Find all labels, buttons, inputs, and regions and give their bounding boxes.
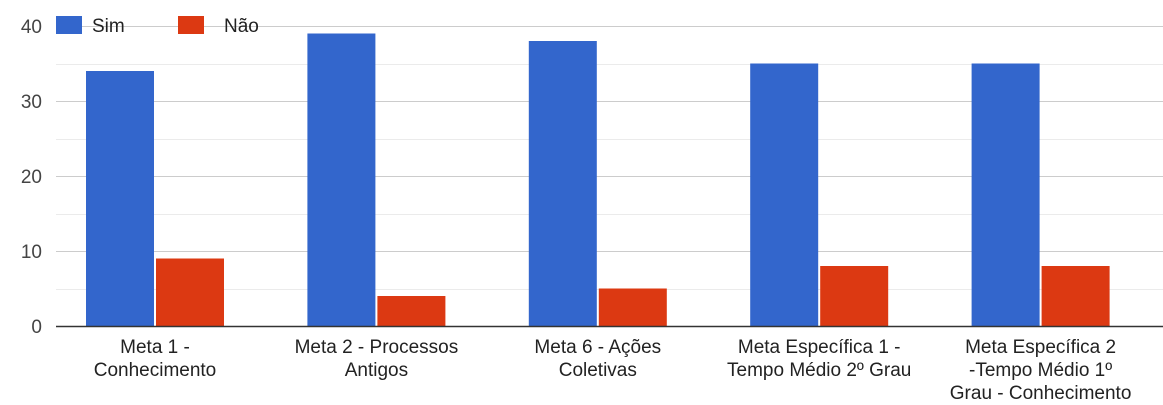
bar-sim-5 [971, 63, 1040, 326]
legend-swatch-n-o [178, 16, 204, 34]
bar-sim-1 [86, 71, 154, 326]
bar-n-o-1 [156, 258, 224, 326]
x-category-label: Meta 2 - Processos Antigos [295, 337, 459, 381]
bar-n-o-4 [820, 266, 889, 326]
y-tick-label: 0 [31, 317, 42, 338]
y-tick-label: 10 [21, 242, 42, 263]
bar-n-o-2 [377, 296, 446, 326]
bar-sim-2 [307, 33, 376, 326]
bar-n-o-5 [1041, 266, 1110, 326]
x-category-label: Meta 1 -Conhecimento [94, 337, 217, 381]
chart-legend: Sim Não [56, 16, 259, 37]
x-axis: Meta 1 -Conhecimento Meta 2 - Processos An… [56, 325, 1163, 404]
legend-swatch-sim [56, 16, 82, 34]
chart-grid [56, 26, 1163, 290]
y-axis: 0 10 20 30 40 [21, 17, 42, 338]
x-category-label: Meta Específica 2 -Tempo Médio 1º Grau - C… [950, 337, 1132, 404]
chart-bars [86, 33, 1110, 326]
legend-label: Sim [92, 16, 125, 37]
x-category-label: Meta Específica 1 -Tempo Médio 2º Grau [727, 337, 911, 381]
legend-label: Não [224, 16, 259, 37]
y-tick-label: 20 [21, 167, 42, 188]
bar-sim-4 [750, 63, 819, 326]
bar-n-o-3 [598, 288, 667, 326]
y-tick-label: 30 [21, 92, 42, 113]
bar-sim-3 [528, 41, 597, 326]
x-category-label: Meta 6 - Ações Coletivas [534, 337, 661, 381]
y-tick-label: 40 [21, 17, 42, 38]
